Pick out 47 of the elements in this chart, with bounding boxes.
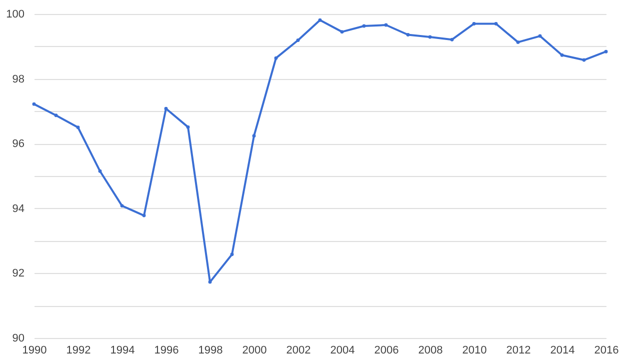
x-tick-label: 2014 xyxy=(550,344,575,356)
y-tick-label: 90 xyxy=(12,332,24,344)
x-tick-label: 1994 xyxy=(110,344,135,356)
x-tick-label: 2004 xyxy=(330,344,355,356)
point xyxy=(516,40,520,44)
point xyxy=(472,22,476,26)
x-tick-label: 2012 xyxy=(506,344,531,356)
y-tick-label: 92 xyxy=(12,268,24,280)
x-tick-label: 1998 xyxy=(198,344,223,356)
point xyxy=(450,38,454,42)
point xyxy=(252,134,256,138)
point xyxy=(582,58,586,62)
x-tick-label: 1992 xyxy=(66,344,91,356)
point xyxy=(318,18,322,22)
point xyxy=(604,50,608,54)
point xyxy=(230,252,234,256)
point xyxy=(494,22,498,26)
x-tick-label: 2016 xyxy=(594,344,619,356)
point xyxy=(32,102,36,106)
point xyxy=(186,125,190,129)
point xyxy=(406,33,410,36)
point xyxy=(164,106,168,110)
point xyxy=(142,214,146,218)
point xyxy=(362,24,366,28)
point xyxy=(560,53,564,57)
y-tick-label: 96 xyxy=(12,138,24,150)
point xyxy=(538,34,542,38)
x-tick-label: 2010 xyxy=(462,344,487,356)
point xyxy=(76,126,80,130)
point xyxy=(54,114,58,118)
point xyxy=(296,38,300,42)
y-tick-label: 94 xyxy=(12,202,24,215)
point xyxy=(120,204,124,208)
x-tick-label: 2002 xyxy=(286,344,311,356)
y-tick-label: 100 xyxy=(6,8,24,20)
x-tick-label: 1996 xyxy=(154,344,179,356)
point xyxy=(208,280,212,284)
point xyxy=(428,35,432,39)
point xyxy=(340,30,344,34)
x-tick-label: 2000 xyxy=(242,344,267,356)
x-tick-label: 2008 xyxy=(418,344,443,356)
x-tick-label: 1990 xyxy=(22,344,47,356)
point xyxy=(274,56,278,60)
point xyxy=(384,23,388,27)
x-tick-label: 2006 xyxy=(374,344,399,356)
y-tick-label: 98 xyxy=(12,73,24,86)
point xyxy=(98,169,102,173)
